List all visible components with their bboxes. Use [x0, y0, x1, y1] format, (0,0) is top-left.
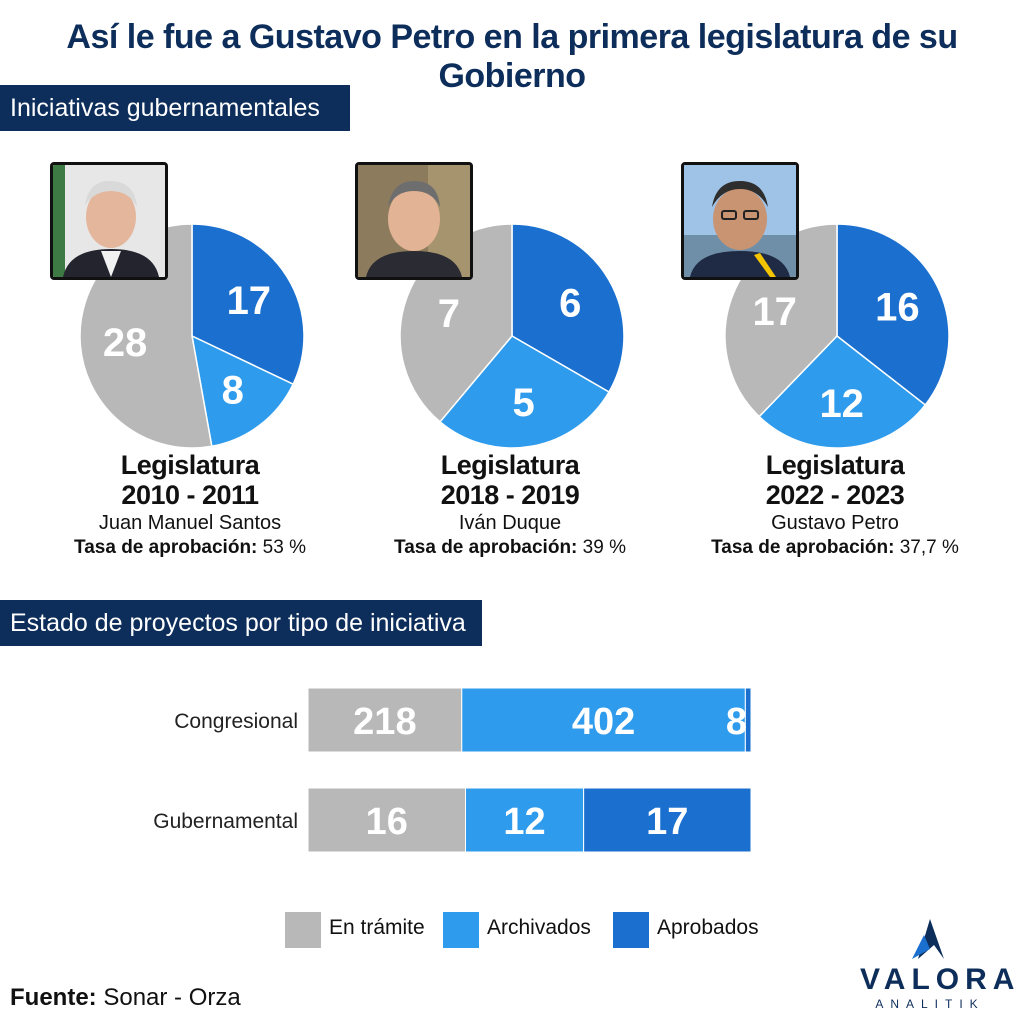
pie-value-label: 7	[438, 292, 460, 336]
legend-label-en-tramite: En trámite	[329, 916, 425, 939]
portrait-photo	[681, 162, 799, 280]
pie-svg: 6 5 7	[399, 223, 625, 449]
president-name: Iván Duque	[458, 512, 562, 534]
approval-rate-value: 53 %	[262, 537, 306, 558]
legislatura-years: 2022 - 2023	[765, 480, 905, 510]
pie-slice-aprobados	[836, 223, 950, 407]
bar-value-label: 12	[503, 801, 545, 843]
logo-word: VALORA	[860, 963, 1021, 996]
approval-rate-label: Tasa de aprobación:	[74, 537, 258, 558]
legislatura-label: Legislatura	[440, 450, 580, 480]
pie-value-label: 16	[875, 286, 920, 330]
pie-value-label: 17	[752, 290, 797, 334]
bar-segment-aprobados	[583, 787, 752, 853]
pie-value-label: 8	[222, 368, 244, 412]
legend-label-aprobados: Aprobados	[657, 916, 759, 939]
president-name: Gustavo Petro	[771, 512, 899, 534]
president-name: Juan Manuel Santos	[98, 512, 282, 534]
category-label-gubernamental: Gubernamental	[153, 810, 298, 833]
approval-rate-label: Tasa de aprobación:	[394, 537, 578, 558]
legend-swatch-en-tramite	[285, 912, 321, 948]
legislatura-years: 2018 - 2019	[440, 480, 580, 510]
source-label: Fuente:	[10, 984, 97, 1011]
bar-value-label: 8	[726, 701, 747, 743]
stacked-bar-chart: Congresional 218 402 8 Gubernamental 16 12 17	[153, 687, 752, 853]
legend-label-archivados: Archivados	[487, 916, 591, 939]
section-header-gubernamentales: Iniciativas gubernamentales	[0, 85, 350, 131]
approval-rate: Tasa de aprobación: 53 %	[30, 536, 350, 560]
pie-value-label: 5	[513, 381, 535, 425]
pie-value-label: 28	[103, 321, 148, 365]
category-label-congresional: Congresional	[174, 710, 298, 733]
pie-caption: Legislatura 2022 - 2023 Gustavo Petro Ta…	[675, 450, 995, 560]
portrait-santos-image	[53, 165, 165, 277]
legend-swatch-archivados	[443, 912, 479, 948]
section-header-estado-proyectos: Estado de proyectos por tipo de iniciati…	[0, 600, 482, 646]
pie-caption: Legislatura 2018 - 2019 Iván Duque Tasa …	[350, 450, 670, 560]
logo-mark-icon	[912, 919, 944, 959]
pie-slice-aprobados	[191, 223, 305, 386]
pie-value-label: 17	[227, 279, 272, 323]
approval-rate-value: 39 %	[582, 537, 626, 558]
pie-slice-aprobados	[511, 223, 625, 394]
pie-slice-archivados	[438, 335, 611, 449]
pie-value-label: 6	[559, 281, 581, 325]
pie-chart-santos: 17 8 28 Legislatura 2010 - 2011 Juan Manue…	[30, 160, 350, 580]
portrait-photo	[50, 162, 168, 280]
approval-rate: Tasa de aprobación: 37,7 %	[675, 536, 995, 560]
legislatura-years: 2010 - 2011	[121, 480, 259, 510]
legend-swatch-aprobados	[613, 912, 649, 948]
bar-value-label: 16	[366, 801, 408, 843]
portrait-photo	[355, 162, 473, 280]
pie-slice-archivados	[758, 334, 927, 449]
pie-svg: 17 8 28	[79, 223, 305, 449]
bar-segment-archivados	[465, 787, 585, 853]
bar-value-label: 218	[353, 701, 416, 743]
page-title: Así le fue a Gustavo Petro en la primera…	[66, 18, 958, 95]
portrait-duque-image	[358, 165, 470, 277]
pie-chart-duque: 6 5 7 Legislatura 2018 - 2019 Iván Duque T…	[350, 160, 670, 580]
bar-segment-archivados	[461, 687, 746, 753]
bar-value-label: 17	[646, 801, 688, 843]
legislatura-label: Legislatura	[765, 450, 905, 480]
logo-subword: ANALITIK	[875, 997, 985, 1011]
source-note: Fuente: Sonar - Orza	[10, 984, 241, 1012]
approval-rate-label: Tasa de aprobación:	[711, 537, 895, 558]
portrait-petro-image	[684, 165, 796, 277]
approval-rate-value: 37,7 %	[899, 537, 959, 558]
valora-analitik-logo: VALORA ANALITIK	[860, 915, 1021, 1015]
pie-chart-petro: 16 12 17 Legislatura 2022 - 2023 Gustavo P…	[675, 160, 995, 580]
legislatura-label: Legislatura	[120, 450, 260, 480]
bar-segment-aprobados	[744, 687, 752, 753]
pie-value-label: 12	[819, 382, 864, 426]
bar-value-label: 402	[572, 701, 635, 743]
pie-slice-archivados	[191, 334, 295, 448]
approval-rate: Tasa de aprobación: 39 %	[350, 536, 670, 560]
bar-segment-en-tramite	[307, 687, 463, 753]
source-text: Sonar - Orza	[103, 984, 241, 1011]
pie-caption: Legislatura 2010 - 2011 Juan Manuel Sant…	[30, 450, 350, 560]
